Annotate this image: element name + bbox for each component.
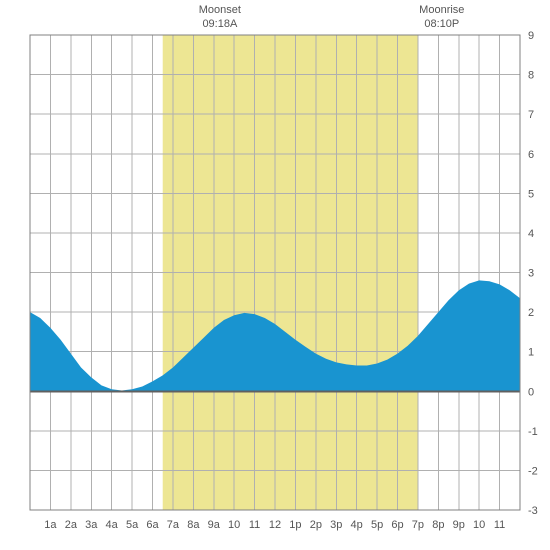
x-tick-label: 11 xyxy=(494,519,505,531)
x-tick-label: 6a xyxy=(146,519,159,531)
x-tick-label: 2a xyxy=(65,519,78,531)
x-tick-label: 1p xyxy=(289,519,301,531)
x-tick-label: 5p xyxy=(371,519,383,531)
x-tick-label: 8a xyxy=(187,519,200,531)
y-tick-label: 4 xyxy=(528,228,534,240)
x-tick-label: 2p xyxy=(310,519,322,531)
x-tick-label: 7p xyxy=(412,519,424,531)
x-tick-label: 1a xyxy=(44,519,57,531)
y-tick-label: 5 xyxy=(528,188,534,200)
y-tick-label: 3 xyxy=(528,268,534,280)
y-tick-label: 9 xyxy=(528,30,534,42)
y-tick-label: 1 xyxy=(528,347,534,359)
x-tick-label: 7a xyxy=(167,519,180,531)
moonset-label: Moonset xyxy=(199,4,241,16)
x-tick-label: 12 xyxy=(269,519,281,531)
x-tick-label: 10 xyxy=(473,519,485,531)
y-tick-label: 6 xyxy=(528,149,534,161)
y-tick-label: 8 xyxy=(528,70,534,82)
tide-chart: -3-2-101234567891a2a3a4a5a6a7a8a9a101112… xyxy=(0,0,550,550)
x-tick-label: 9a xyxy=(208,519,221,531)
x-tick-label: 4p xyxy=(351,519,363,531)
x-tick-label: 9p xyxy=(453,519,465,531)
y-tick-label: 2 xyxy=(528,307,534,319)
moonrise-label: Moonrise xyxy=(419,4,464,16)
moonrise-time: 08:10P xyxy=(424,18,459,30)
y-tick-label: 0 xyxy=(528,386,534,398)
x-tick-label: 5a xyxy=(126,519,139,531)
x-tick-label: 10 xyxy=(228,519,240,531)
moonset-time: 09:18A xyxy=(202,18,238,30)
y-tick-label: 7 xyxy=(528,109,534,121)
x-tick-label: 6p xyxy=(391,519,403,531)
chart-svg: -3-2-101234567891a2a3a4a5a6a7a8a9a101112… xyxy=(0,0,550,550)
y-tick-label: -3 xyxy=(528,505,538,517)
x-tick-label: 4a xyxy=(106,519,119,531)
x-tick-label: 11 xyxy=(249,519,260,531)
y-tick-label: -1 xyxy=(528,426,538,438)
x-tick-label: 3a xyxy=(85,519,98,531)
x-tick-label: 3p xyxy=(330,519,342,531)
x-tick-label: 8p xyxy=(432,519,444,531)
y-tick-label: -2 xyxy=(528,465,538,477)
